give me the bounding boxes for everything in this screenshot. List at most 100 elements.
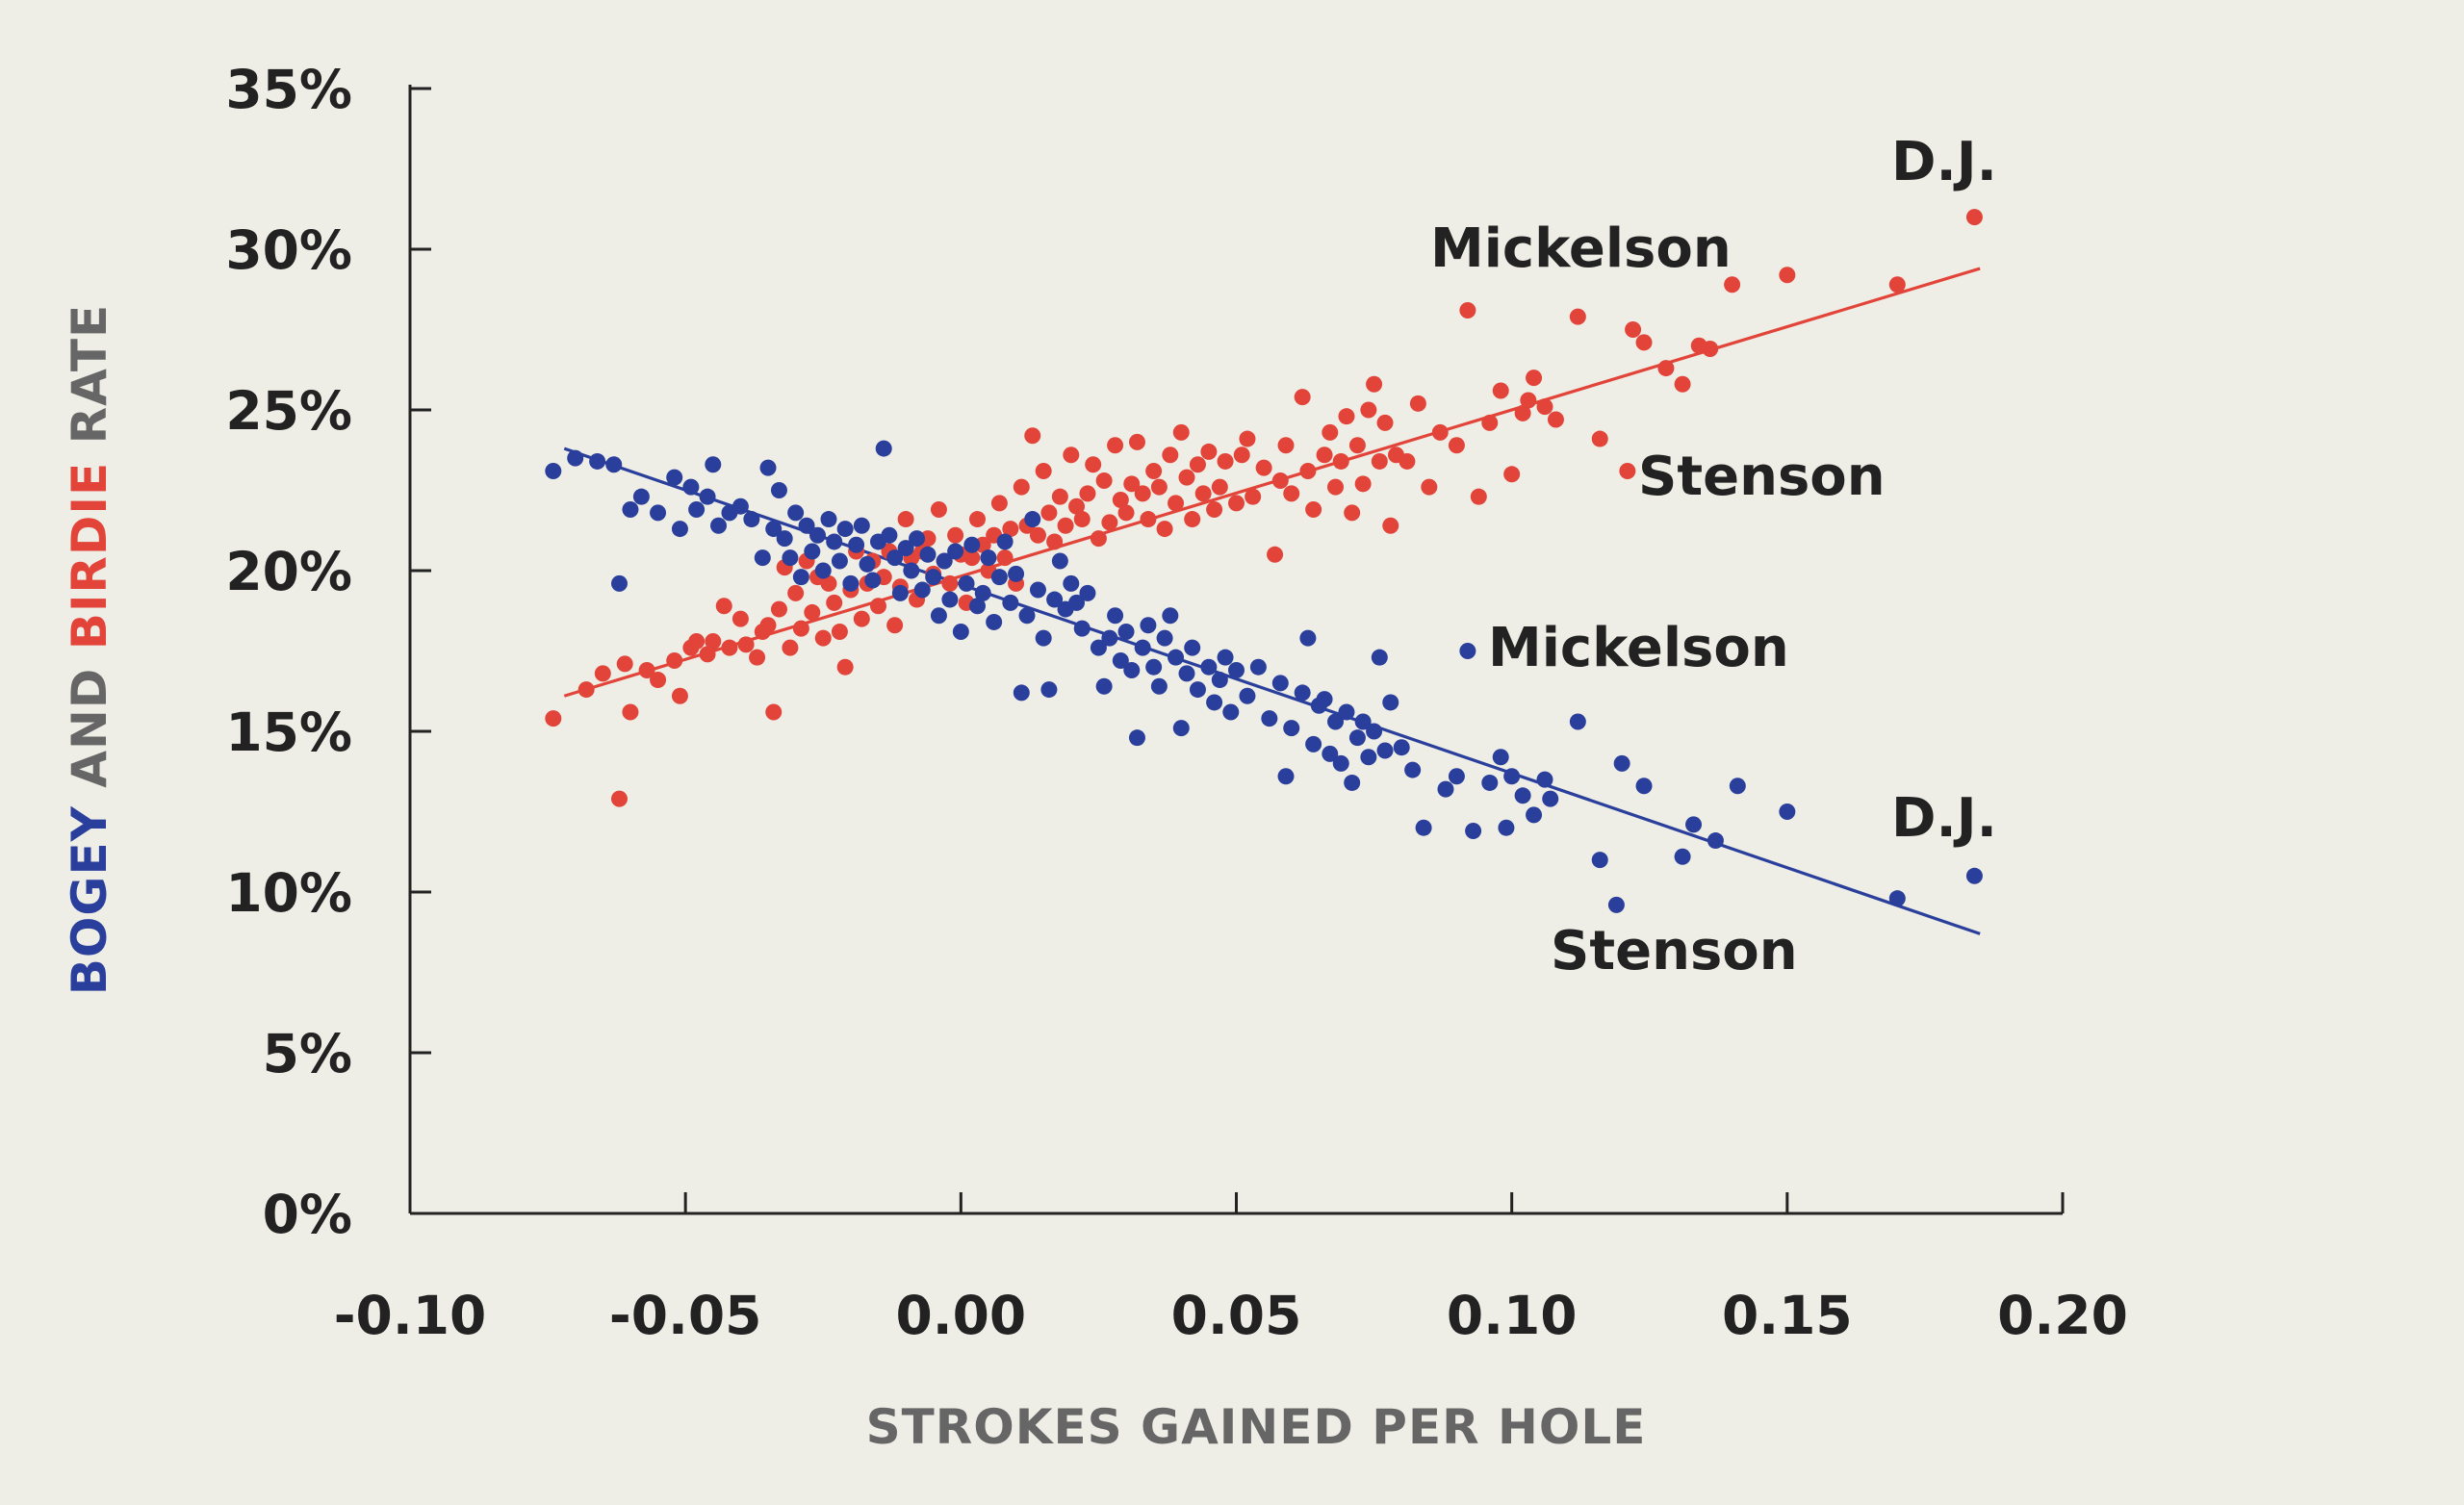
bogey-rate-point: [1079, 584, 1096, 601]
birdie-rate-point: [666, 652, 683, 670]
bogey-rate-point: [1184, 639, 1201, 656]
bogey-rate-point: [1465, 823, 1482, 840]
birdie-rate-point: [1123, 475, 1141, 493]
birdie-rate-point: [650, 672, 667, 689]
bogey-rate-point: [1492, 749, 1509, 766]
birdie-rate-point: [1299, 462, 1317, 479]
bogey-rate-point: [1888, 890, 1906, 907]
bogey-rate-point: [1348, 729, 1366, 747]
bogey-rate-point: [589, 452, 606, 470]
bogey-rate-point: [1481, 774, 1499, 791]
annotations: D.J. Mickelson Stenson Mickelson D.J. St…: [1430, 131, 1997, 982]
birdie-rate-point: [1046, 533, 1064, 550]
birdie-rate-point: [1024, 427, 1041, 445]
bogey-rate-point: [1029, 581, 1046, 599]
birdie-rate-point: [996, 549, 1014, 567]
bogey-rate-point: [1068, 594, 1086, 611]
birdie-rate-point: [1112, 492, 1129, 509]
birdie-rate-point: [1459, 301, 1476, 319]
birdie-rate-point: [1360, 401, 1377, 419]
birdie-rate-point: [1674, 375, 1691, 393]
bogey-rate-point: [952, 623, 969, 640]
birdie-rate-point: [1156, 521, 1173, 538]
y-ticks: 0% 5% 10% 15% 20% 25% 30% 35%: [225, 59, 431, 1245]
bogey-rate-point: [842, 574, 860, 592]
birdie-rate-point: [814, 629, 832, 647]
birdie-rate-point: [1211, 478, 1228, 496]
birdie-rate-point: [1888, 276, 1906, 293]
bogey-rate-point: [859, 555, 876, 573]
birdie-rate-point: [1526, 370, 1543, 387]
bogey-rate-point: [605, 456, 623, 473]
birdie-rate-point: [699, 646, 716, 663]
birdie-rate-point: [1344, 504, 1361, 522]
bogey-rate-point: [831, 552, 848, 570]
bogey-rate-point: [947, 543, 964, 560]
birdie-rate-point: [578, 681, 595, 699]
bogey-rate-point: [1729, 778, 1746, 795]
bogey-rate-point: [853, 517, 870, 534]
bogey-rate-point: [1222, 703, 1240, 721]
birdie-rate-point: [1779, 267, 1796, 284]
bogey-rate-point: [925, 569, 942, 586]
birdie-rate-point: [930, 501, 947, 519]
birdie-rate-point: [1057, 517, 1074, 534]
bogey-rate-point: [881, 526, 898, 544]
bogey-rate-point: [754, 549, 771, 567]
bogey-rate-point: [1090, 639, 1107, 656]
birdie-rate-point: [1431, 423, 1449, 441]
birdie-rate-point: [1354, 475, 1372, 493]
bogey-rate-point: [1503, 768, 1521, 785]
bogey-rate-point: [671, 521, 688, 538]
birdie-rate-point: [1172, 423, 1190, 441]
birdie-rate-point: [1470, 488, 1487, 505]
bogey-rate-point: [1063, 574, 1080, 592]
birdie-rate-point: [1117, 504, 1135, 522]
y-axis-title-part: RATE: [62, 304, 117, 462]
annotation-birdie-mickelson: Mickelson: [1430, 217, 1732, 280]
bogey-rate-point: [1607, 896, 1625, 913]
bogey-rate-point: [986, 613, 1003, 630]
bogey-rate-point: [1040, 681, 1058, 699]
birdie-rate-point: [1101, 514, 1118, 531]
birdie-rate-point: [1371, 452, 1388, 470]
birdie-rate-point: [1547, 411, 1564, 428]
birdie-rate-point: [715, 598, 732, 615]
bogey-rate-point: [610, 574, 628, 592]
bogey-rate-point: [1073, 620, 1091, 637]
birdie-rate-point: [1150, 478, 1168, 496]
bogey-rate-point: [765, 521, 783, 538]
bogey-rate-point: [1569, 713, 1586, 730]
birdie-rate-point: [831, 623, 848, 640]
bogey-rate-point: [836, 521, 854, 538]
birdie-rate-point: [1569, 308, 1586, 325]
y-tick-label: 10%: [225, 862, 352, 924]
birdie-rate-point: [1063, 446, 1080, 464]
birdie-rate-point: [941, 574, 959, 592]
birdie-rate-point: [1619, 462, 1636, 479]
birdie-rate-point: [853, 610, 870, 627]
birdie-rate-point: [1591, 430, 1608, 447]
bogey-rate-point: [1277, 768, 1295, 785]
bogey-rate-point: [1965, 867, 1983, 884]
x-ticks: -0.10 -0.05 0.00 0.05 0.10 0.15 0.20: [334, 1192, 2128, 1346]
birdie-rate-point: [1206, 501, 1223, 519]
bogey-rate-point: [913, 581, 931, 599]
bogey-rate-point: [650, 504, 667, 522]
birdie-rate-point: [765, 703, 783, 721]
birdie-rate-point: [1013, 478, 1030, 496]
annotation-bogey-mickelson: Mickelson: [1488, 617, 1789, 679]
birdie-rate-point: [969, 511, 987, 528]
y-tick-label: 15%: [225, 701, 352, 763]
birdie-rate-point: [1189, 456, 1206, 473]
bogey-rate-point: [1112, 652, 1129, 670]
bogey-rate-point: [732, 497, 749, 515]
bogey-rate-point: [1095, 677, 1113, 695]
bogey-rate-point: [1024, 511, 1041, 528]
y-tick-label: 30%: [225, 219, 352, 281]
birdie-rate-point: [594, 665, 611, 682]
birdie-rate-point: [1073, 511, 1091, 528]
annotation-birdie-stenson: Stenson: [1638, 446, 1886, 508]
bogey-rate-point: [941, 591, 959, 608]
